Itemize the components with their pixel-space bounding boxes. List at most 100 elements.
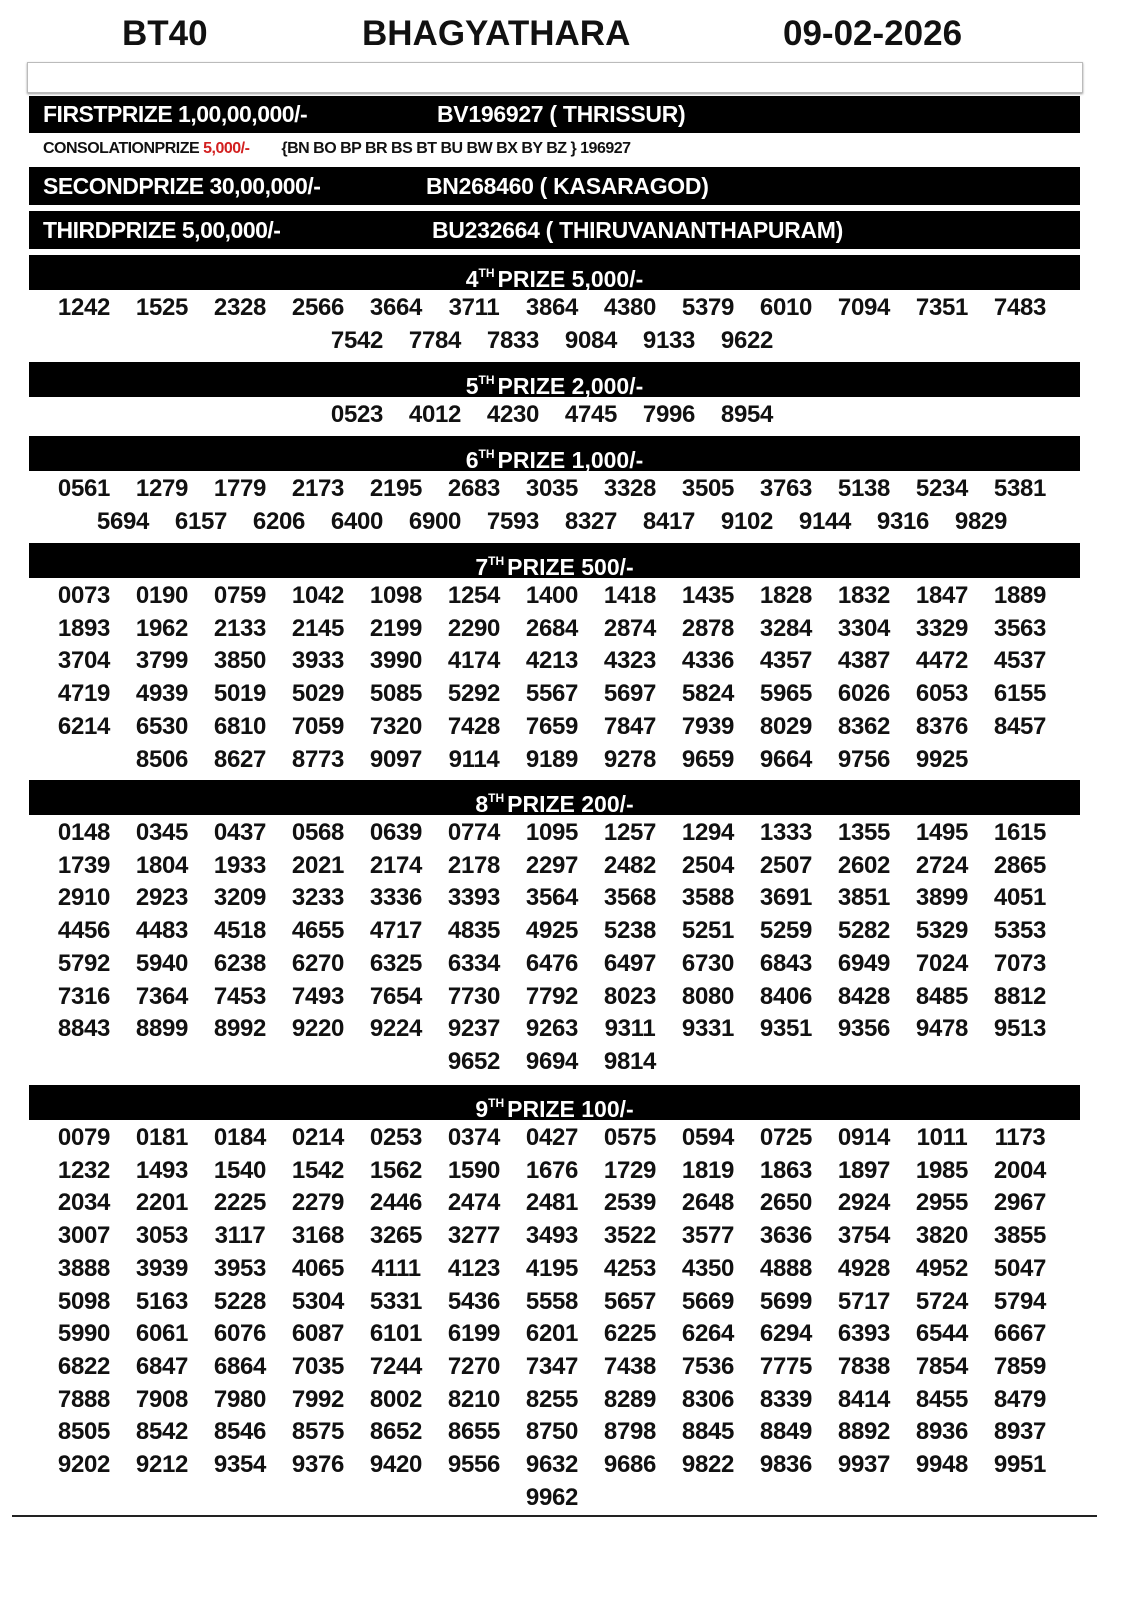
winning-number: 9829 xyxy=(954,507,1008,535)
winning-number: 3711 xyxy=(448,294,500,321)
winning-number: 1435 xyxy=(681,582,735,609)
winning-number: 8627 xyxy=(213,745,267,773)
winning-number: 2602 xyxy=(837,851,891,879)
prize-header-4: 4TH PRIZE 5,000/- xyxy=(29,255,1080,292)
winning-number: 8992 xyxy=(213,1015,267,1043)
winning-number: 7316 xyxy=(57,982,111,1010)
winning-number: 2481 xyxy=(525,1189,579,1217)
winning-number: 3763 xyxy=(759,475,813,502)
winning-number: 2328 xyxy=(213,294,267,321)
winning-number: 1779 xyxy=(213,475,267,502)
winning-number: 1863 xyxy=(759,1156,813,1184)
winning-number: 3990 xyxy=(369,647,423,675)
winning-number: 0079 xyxy=(57,1124,111,1151)
winning-number: 6157 xyxy=(174,507,228,535)
winning-number: 3284 xyxy=(759,614,813,642)
winning-number: 9652 xyxy=(447,1047,501,1075)
winning-number: 7792 xyxy=(525,982,579,1010)
winning-number: 9951 xyxy=(993,1451,1047,1479)
winning-number: 8362 xyxy=(837,712,891,740)
winning-number: 2133 xyxy=(213,614,267,642)
winning-number: 5047 xyxy=(993,1254,1047,1282)
winning-number: 7908 xyxy=(135,1385,189,1413)
winning-number: 8414 xyxy=(837,1385,891,1413)
winning-number: 4195 xyxy=(525,1254,579,1282)
prize-numbers-5: 0523 4012 4230 4745 7996 8954 xyxy=(45,399,1059,432)
winning-number: 0774 xyxy=(447,819,501,846)
winning-number: 9189 xyxy=(525,745,579,773)
winning-number: 6155 xyxy=(993,680,1047,708)
draw-code: BT40 xyxy=(122,14,208,53)
winning-number: 1819 xyxy=(681,1156,735,1184)
prize-ordinal-suffix: TH xyxy=(478,373,495,387)
winning-number: 5697 xyxy=(603,680,657,708)
winning-number: 5824 xyxy=(681,680,735,708)
winning-number: 9836 xyxy=(759,1451,813,1479)
winning-number: 3168 xyxy=(291,1222,345,1250)
winning-number: 1562 xyxy=(369,1156,423,1184)
winning-number: 7347 xyxy=(525,1352,579,1380)
winning-number: 5567 xyxy=(525,680,579,708)
winning-number: 4456 xyxy=(57,917,111,945)
winning-number: 1832 xyxy=(837,582,891,609)
winning-number: 8899 xyxy=(135,1015,189,1043)
winning-number: 0914 xyxy=(837,1124,891,1151)
winning-number: 0561 xyxy=(57,475,111,502)
result-header: BT40 BHAGYATHARA 09-02-2026 xyxy=(0,14,1131,64)
winning-number: 7438 xyxy=(603,1352,657,1380)
winning-number: 8506 xyxy=(135,745,189,773)
winning-number: 1542 xyxy=(291,1156,345,1184)
winning-number: 4174 xyxy=(447,647,501,675)
winning-number: 8406 xyxy=(759,982,813,1010)
winning-number: 3855 xyxy=(993,1222,1047,1250)
winning-number: 1676 xyxy=(525,1156,579,1184)
winning-number: 1615 xyxy=(993,819,1047,846)
winning-number: 3754 xyxy=(837,1222,891,1250)
winning-number: 3117 xyxy=(214,1222,266,1250)
winning-number: 1098 xyxy=(369,582,423,609)
winning-number: 8505 xyxy=(57,1418,111,1446)
winning-number: 7542 xyxy=(330,326,384,354)
winning-number: 5353 xyxy=(993,917,1047,945)
winning-number: 4357 xyxy=(759,647,813,675)
winning-number: 9556 xyxy=(447,1451,501,1479)
prize-numbers-8: 0148 0345 0437 0568 0639 0774 1095 1257 1294 1333… xyxy=(45,817,1059,1079)
winning-number: 7593 xyxy=(486,507,540,535)
winning-number: 8655 xyxy=(447,1418,501,1446)
winning-number: 5292 xyxy=(447,680,501,708)
winning-number: 6810 xyxy=(213,712,267,740)
winning-number: 2034 xyxy=(57,1189,111,1217)
winning-number: 6730 xyxy=(681,949,735,977)
winning-number: 5234 xyxy=(915,475,969,502)
winning-number: 7453 xyxy=(213,982,267,1010)
winning-number: 2683 xyxy=(447,475,501,502)
winning-number: 7483 xyxy=(993,294,1047,321)
winning-number: 4387 xyxy=(837,647,891,675)
winning-number: 2955 xyxy=(915,1189,969,1217)
third-prize-winner: BU232664 ( THIRUVANANTHAPURAM) xyxy=(432,216,844,243)
winning-number: 9220 xyxy=(291,1015,345,1043)
winning-number: 3336 xyxy=(369,884,423,912)
winning-number: 9144 xyxy=(798,507,852,535)
prize-ordinal-suffix: TH xyxy=(488,554,505,568)
winning-number: 1173 xyxy=(994,1124,1046,1151)
winning-number: 1232 xyxy=(57,1156,111,1184)
winning-number: 4323 xyxy=(603,647,657,675)
winning-number: 5163 xyxy=(135,1287,189,1315)
winning-number: 8455 xyxy=(915,1385,969,1413)
winning-number: 4717 xyxy=(369,917,423,945)
winning-number: 4925 xyxy=(525,917,579,945)
winning-number: 0427 xyxy=(525,1124,579,1151)
winning-number: 1525 xyxy=(135,294,189,321)
winning-number: 7833 xyxy=(486,326,540,354)
winning-number: 2924 xyxy=(837,1189,891,1217)
winning-number: 9097 xyxy=(369,745,423,773)
winning-number: 6843 xyxy=(759,949,813,977)
winning-number: 1828 xyxy=(759,582,813,609)
winning-number: 0374 xyxy=(447,1124,501,1151)
winning-number: 2874 xyxy=(603,614,657,642)
winning-number: 0253 xyxy=(369,1124,423,1151)
winning-number: 8845 xyxy=(681,1418,735,1446)
winning-number: 8457 xyxy=(993,712,1047,740)
prize-ordinal-suffix: TH xyxy=(478,447,495,461)
